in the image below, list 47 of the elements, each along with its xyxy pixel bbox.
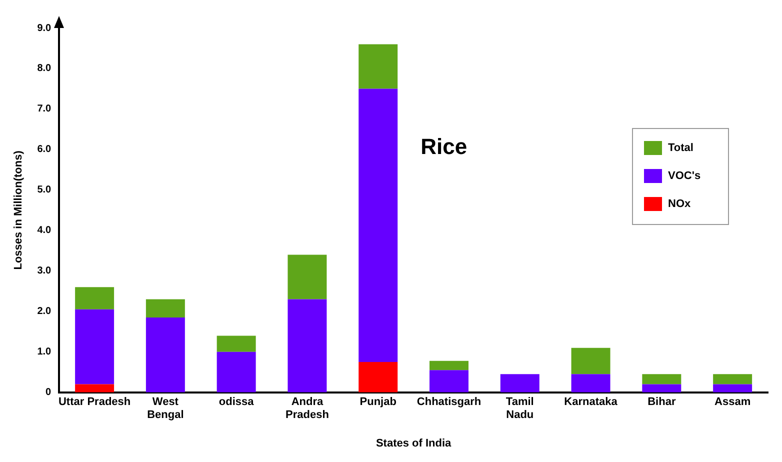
x-tick-label: Bihar bbox=[648, 396, 676, 408]
legend-label: VOC's bbox=[668, 170, 701, 182]
y-tick-label: 1.0 bbox=[37, 346, 52, 358]
x-tick-label: Uttar Pradesh bbox=[58, 396, 131, 408]
bar bbox=[713, 374, 752, 384]
legend-label: NOx bbox=[668, 198, 692, 210]
y-tick-label: 9.0 bbox=[37, 22, 52, 34]
bar bbox=[146, 299, 185, 318]
bar bbox=[642, 374, 682, 384]
bar bbox=[642, 384, 682, 392]
x-tick-label: West Bengal bbox=[147, 396, 184, 422]
x-tick-label: Karnataka bbox=[564, 396, 618, 408]
y-tick-label: 0 bbox=[46, 387, 52, 398]
bar bbox=[358, 362, 398, 392]
x-axis-title: States of India bbox=[376, 437, 452, 450]
x-tick-label: Chhatisgarh bbox=[416, 396, 482, 408]
x-tick-label: Assam bbox=[714, 396, 751, 408]
bar bbox=[75, 309, 114, 384]
bar bbox=[713, 384, 752, 392]
x-tick-label: Punjab bbox=[360, 396, 397, 408]
y-tick-label: 2.0 bbox=[37, 306, 52, 318]
bar bbox=[500, 374, 540, 392]
bar bbox=[216, 336, 256, 352]
y-tick-label: 7.0 bbox=[37, 104, 52, 115]
bar bbox=[571, 348, 610, 374]
y-tick-label: 4.0 bbox=[37, 225, 52, 236]
bar bbox=[358, 44, 398, 89]
bar bbox=[288, 299, 327, 392]
y-axis-title: Losses in Million(tons) bbox=[12, 150, 25, 270]
bar bbox=[216, 352, 256, 392]
bar bbox=[75, 287, 114, 310]
y-tick-label: 3.0 bbox=[37, 266, 52, 277]
bar bbox=[288, 254, 327, 300]
bar bbox=[430, 360, 468, 370]
bar bbox=[358, 88, 398, 362]
bar bbox=[571, 374, 610, 392]
text: Rice bbox=[420, 134, 468, 160]
x-tick-label: odissa bbox=[218, 396, 255, 408]
y-tick-label: 5.0 bbox=[37, 184, 52, 196]
y-tick-label: 6.0 bbox=[37, 144, 52, 156]
x-tick-label: Andra Pradesh bbox=[286, 396, 330, 422]
legend-label: Total bbox=[668, 142, 694, 154]
y-tick-label: 8.0 bbox=[37, 63, 52, 74]
x-tick-label: Tamil Nadu bbox=[506, 396, 534, 422]
bar bbox=[430, 370, 468, 392]
bar bbox=[75, 384, 114, 392]
bar bbox=[146, 317, 185, 392]
